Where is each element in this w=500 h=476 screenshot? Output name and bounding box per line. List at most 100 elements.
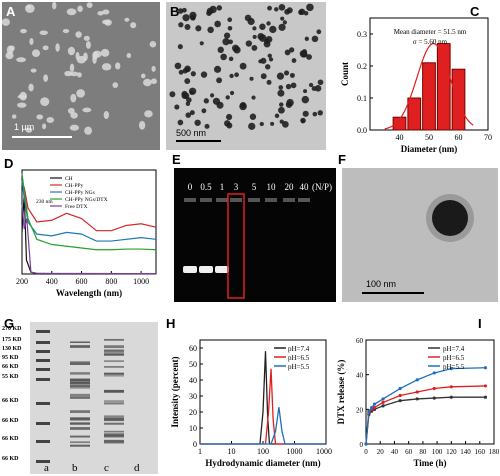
x-tick-label: 100 [432,448,443,456]
tem-particle [190,15,196,21]
release-data-point [483,384,488,388]
sem-particle [141,73,146,79]
tem-particle [306,54,312,60]
release-data-point [415,397,419,401]
x-tick-label: 20 [377,448,385,456]
tem-particle [280,16,285,21]
tem-particle [216,77,223,84]
protein-band [70,422,90,425]
marker-label: 55 KD [2,374,19,380]
release-data-point [367,409,371,413]
tem-particle [199,41,204,46]
tem-particle [274,113,280,119]
panel-d-label: D [4,156,14,171]
x-tick-label: 60 [455,133,463,142]
protein-band [70,393,90,397]
protein-band [104,402,124,405]
legend-label: pH=5.5 [288,363,310,371]
sem-particle [11,114,17,119]
y-axis-label: Count [340,62,350,86]
release-data-point [483,366,488,370]
sem-particle [76,55,86,64]
x-tick-label: 1 [198,447,202,456]
tem-particle [278,23,286,31]
gel-well [230,198,242,202]
panel-b-scale-bar [176,140,221,142]
marker-band [36,341,50,344]
protein-band [104,360,124,362]
gel-well [216,198,228,202]
legend-label: CH-PPy [65,183,84,189]
sem-particle [20,28,27,34]
tem-particles [169,3,324,130]
sem-particle [42,123,47,130]
protein-band [70,441,90,444]
panel-g-label: G [4,316,15,331]
peak-annotation: 230 nm [36,199,53,205]
x-tick-label: 120 [446,448,457,456]
x-axis-label: Time (h) [413,458,446,468]
protein-band [70,417,90,420]
panel-a-scale-label: 1 μm [14,122,35,132]
sem-particle [42,45,49,51]
sem-particle [28,83,34,92]
sem-particle [70,112,78,119]
tem-particle [216,101,224,109]
tem-particle [231,44,240,52]
x-tick-label: 40 [396,133,404,142]
sds-lane-label: d [134,462,140,474]
sem-particle [97,10,104,16]
sem-particle [69,63,75,73]
release-data-point [432,386,436,391]
marker-label: 130 KD [2,346,22,352]
free-sirna-band [183,266,197,273]
panel-e-gel-image: 0 0.5 1 3 5 10 20 40 (N/P) [174,168,336,302]
sem-particle [31,49,41,58]
marker-band [36,359,50,362]
tem-particle [264,64,271,70]
x-tick-label: 50 [425,133,433,142]
protein-band [104,351,124,353]
plot-frame [21,169,157,275]
protein-band [104,373,124,377]
sem-particle [70,93,77,103]
y-tick-label: 60 [189,344,197,353]
absorbance-series-line [21,183,157,232]
legend-label: CH-PPy NGs [65,190,95,196]
gel-bands: 0 0.5 1 3 5 10 20 40 (N/P) [183,182,332,299]
tem-particle [178,69,184,75]
x-tick-label: 1000 [287,447,303,456]
marker-label: 270 KD [2,326,22,332]
tem-particle [207,26,214,34]
tem-particle [282,20,287,25]
protein-band [70,381,90,384]
release-data-point [449,385,453,389]
tem-particle [228,56,234,62]
sem-particle [138,120,146,130]
y-tick-label: 40 [189,376,197,385]
tem-particle [190,71,196,77]
y-axis-label: Absorbance [0,199,2,245]
legend-label: Free DTX [65,204,87,210]
marker-band [36,440,50,443]
tem-particle [186,97,192,103]
tem-particle [184,65,191,73]
tem-particle [301,95,310,104]
tem-particle [259,121,264,127]
sem-particle [40,97,50,107]
panel-b-scale-label: 500 nm [176,128,207,138]
panel-a-scale-bar [12,136,72,138]
release-series-line [365,385,486,445]
tem-particle [229,90,235,96]
tem-particle [289,72,295,78]
tem-particle [244,14,252,22]
gel-well [265,198,277,202]
gel-lane-label: 0 [188,182,193,192]
sem-particle [77,5,83,12]
protein-band [70,418,90,421]
marker-label: 66 KD [2,364,19,370]
protein-band [104,417,124,420]
release-data-point [372,406,377,410]
sem-particle [149,41,157,48]
